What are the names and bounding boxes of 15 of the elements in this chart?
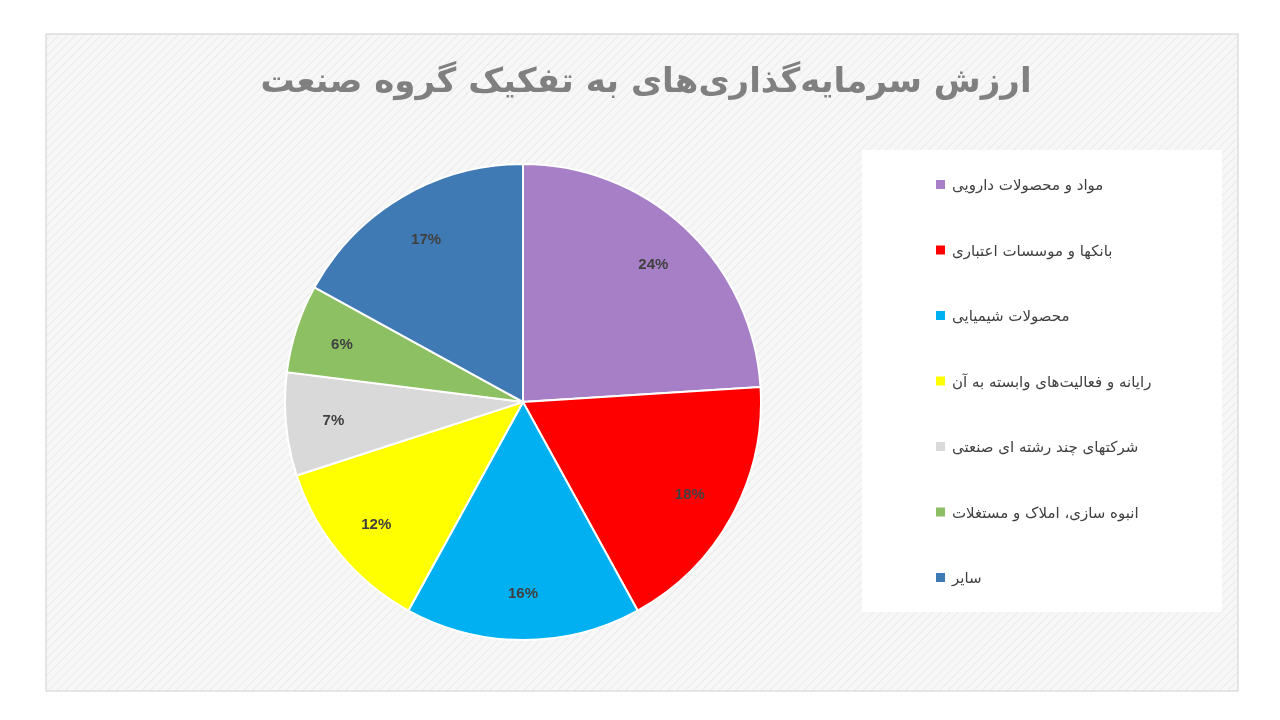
data-label: 24% (638, 254, 669, 272)
legend-label: رایانه و فعالیت‌های وابسته به آن (952, 372, 1152, 391)
legend-label: انبوه سازی، املاک و مستغلات (952, 503, 1139, 522)
legend-label: سایر (951, 569, 982, 587)
legend-label: بانکها و موسسات اعتباری (952, 241, 1113, 260)
legend-label: محصولات شیمیایی (952, 307, 1070, 325)
data-label: 16% (507, 583, 539, 601)
data-label: 12% (361, 514, 392, 532)
data-label: 6% (331, 334, 353, 352)
data-label: 7% (322, 411, 345, 429)
data-label: 17% (411, 229, 442, 247)
data-label: 18% (674, 485, 705, 503)
chart-title: ارزش سرمایه‌گذاری‌های به تفکیک گروه صنعت (260, 60, 1032, 101)
legend-label: مواد و محصولات دارویی (952, 176, 1104, 194)
legend-label: شرکتهای چند رشته ای صنعتی (952, 438, 1139, 456)
